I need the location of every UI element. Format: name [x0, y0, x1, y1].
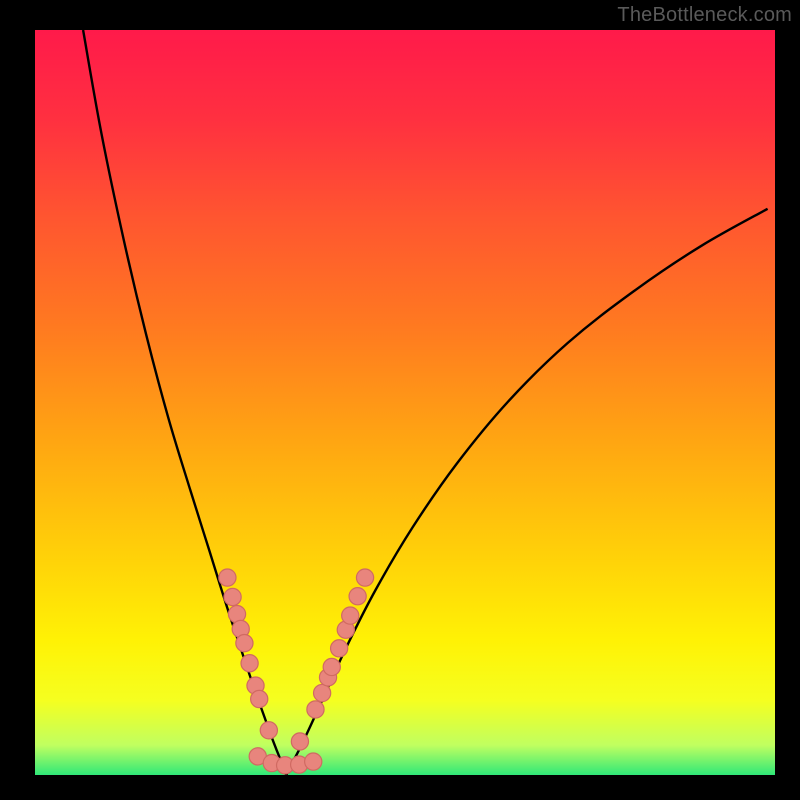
plot-gradient-background [35, 30, 775, 775]
attribution-text: TheBottleneck.com [617, 4, 792, 27]
